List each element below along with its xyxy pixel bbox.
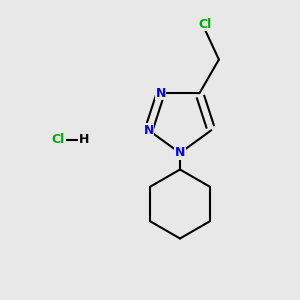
Text: N: N (155, 87, 166, 100)
Text: Cl: Cl (52, 133, 65, 146)
Text: H: H (79, 133, 89, 146)
Text: Cl: Cl (198, 18, 212, 31)
Text: N: N (175, 146, 185, 160)
Text: N: N (143, 124, 154, 137)
